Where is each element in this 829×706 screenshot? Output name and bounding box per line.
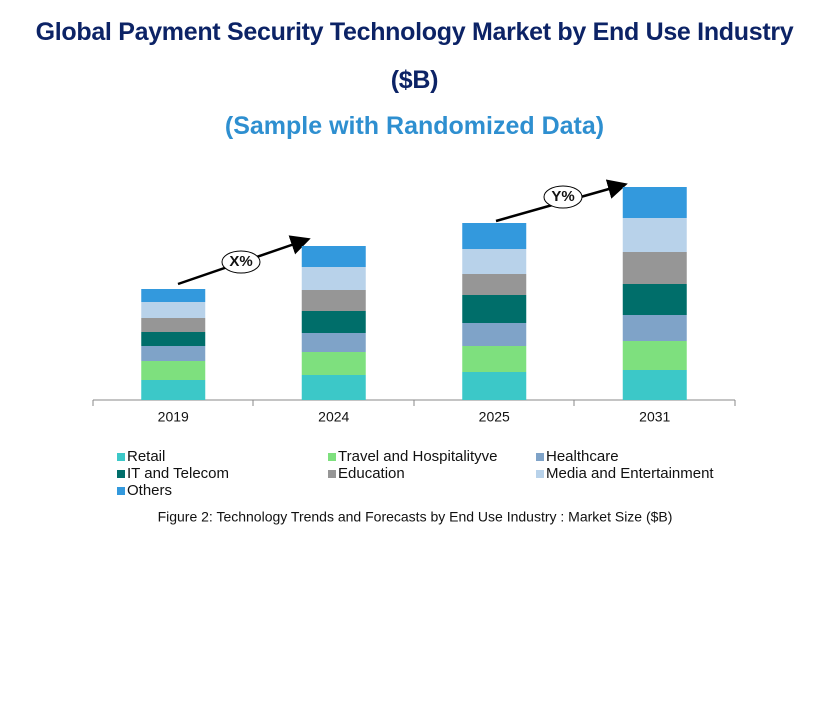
legend-swatch [117, 470, 125, 478]
legend-label: Education [338, 465, 405, 482]
legend-swatch [536, 453, 544, 461]
bar-segment [141, 346, 206, 361]
legend-label: Retail [127, 448, 165, 465]
bar-segment [141, 332, 206, 346]
bar-segment [141, 289, 206, 302]
bar-segment [622, 315, 687, 341]
legend-label: Others [127, 482, 172, 499]
bar-segment [141, 302, 206, 318]
bar-segment [301, 267, 366, 290]
annotation-bubble [543, 185, 583, 209]
legend-label: Healthcare [546, 448, 619, 465]
chart-title: Global Payment Security Technology Marke… [35, 18, 794, 94]
bar-segment [301, 375, 366, 400]
bar-segment [301, 290, 366, 311]
x-tick-label: 2031 [639, 409, 670, 425]
x-tick-label: 2024 [318, 409, 349, 425]
legend-swatch [536, 470, 544, 478]
bar-segment [622, 218, 687, 252]
caption: Figure 2: Technology Trends and Forecast… [158, 509, 673, 525]
legend-label: Travel and Hospitalityve [338, 448, 498, 465]
legend-swatch [117, 453, 125, 461]
bar-segment [462, 323, 527, 346]
bar-segment [301, 352, 366, 375]
legend-swatch [328, 470, 336, 478]
legend-label: IT and Telecom [127, 465, 229, 482]
bar-segment [141, 318, 206, 332]
bar-segment [301, 311, 366, 333]
bar-segment [462, 249, 527, 274]
bar-segment [301, 333, 366, 352]
bar-segment [462, 372, 527, 400]
bar-segment [462, 295, 527, 323]
bar-segment [301, 246, 366, 267]
bar-segment [141, 361, 206, 380]
legend-swatch [328, 453, 336, 461]
annotation: Y% [551, 188, 574, 205]
bar-segment [462, 274, 527, 295]
bar-segment [622, 370, 687, 400]
bar-segment [622, 341, 687, 370]
legend-swatch [117, 487, 125, 495]
bar-segment [141, 380, 206, 400]
x-tick-label: 2019 [158, 409, 189, 425]
annotation: X% [229, 253, 252, 270]
chart-subtitle: (Sample with Randomized Data) [224, 112, 605, 140]
bar-segment [622, 252, 687, 284]
bar-segment [462, 346, 527, 372]
bar-segment [462, 223, 527, 249]
x-tick-label: 2025 [479, 409, 510, 425]
annotation-bubble [221, 250, 261, 274]
legend-label: Media and Entertainment [546, 465, 714, 482]
bar-segment [622, 284, 687, 315]
bar-segment [622, 187, 687, 218]
